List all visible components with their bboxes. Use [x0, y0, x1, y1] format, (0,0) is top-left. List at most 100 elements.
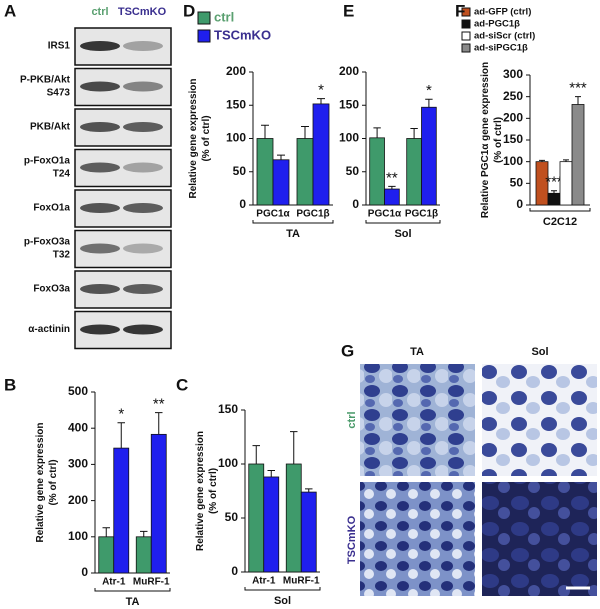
bar	[406, 138, 422, 206]
y-tick-label: 500	[68, 384, 88, 398]
blot-band	[80, 203, 120, 213]
group-label: Sol	[274, 595, 291, 607]
panel-letter: B	[4, 375, 16, 394]
error-bar	[551, 190, 557, 194]
bar	[150, 433, 167, 574]
group-bracket	[529, 208, 591, 212]
bar	[248, 463, 265, 573]
bar	[296, 138, 314, 206]
blot-band	[123, 41, 163, 51]
y-axis-label: Relative gene expression	[35, 422, 46, 542]
x-tick-label: PGC1α	[256, 209, 290, 220]
micrograph	[482, 482, 597, 596]
y-tick-label: 50	[510, 176, 524, 190]
y-tick-label: 100	[503, 154, 523, 168]
error-bar	[539, 159, 545, 162]
blot-band	[123, 203, 163, 213]
bar	[547, 192, 561, 206]
y-tick-label: 50	[233, 164, 247, 178]
x-tick-label: MuRF-1	[133, 577, 170, 588]
error-bar	[252, 445, 260, 464]
y-axis-label: (% of ctrl)	[208, 468, 219, 514]
significance-label: **	[386, 169, 398, 186]
blot-band	[123, 243, 163, 254]
x-tick-label: MuRF-1	[283, 576, 320, 587]
legend-swatch	[461, 19, 471, 29]
bar	[559, 161, 573, 206]
blot-band	[123, 324, 163, 335]
bar	[263, 476, 280, 573]
group-bracket	[252, 220, 334, 224]
blot-band	[80, 81, 120, 92]
blot-row-label: α-actinin	[28, 324, 70, 335]
y-tick-label: 150	[226, 97, 246, 111]
bar	[113, 447, 130, 574]
legend-swatch	[461, 7, 471, 17]
y-tick-label: 150	[503, 132, 523, 146]
panel-letter: E	[343, 1, 354, 20]
blot-band	[123, 81, 163, 92]
blot-row-label: p-FoxO1a	[24, 156, 71, 167]
y-axis-label: (% of ctrl)	[493, 117, 504, 163]
blot-row-label: PKB/Akt	[30, 122, 71, 133]
bar	[421, 106, 437, 206]
group-bracket	[365, 220, 441, 224]
panel-letter: G	[341, 341, 354, 360]
error-bar	[277, 154, 285, 160]
bar	[285, 463, 302, 573]
micrograph	[360, 364, 475, 476]
blot-column-label: ctrl	[91, 6, 108, 18]
group-label: TA	[126, 596, 140, 608]
y-axis-label: (% of ctrl)	[48, 459, 59, 505]
bar	[300, 491, 317, 573]
error-bar	[155, 412, 163, 435]
panel-letter: D	[183, 1, 195, 20]
legend-label: ad-GFP (ctrl)	[474, 7, 531, 18]
y-tick-label: 0	[231, 564, 238, 578]
y-tick-label: 100	[218, 456, 238, 470]
error-bar	[140, 530, 148, 537]
error-bar	[301, 126, 309, 139]
x-tick-label: Atr-1	[102, 577, 126, 588]
y-tick-label: 300	[68, 457, 88, 471]
y-tick-label: 400	[68, 420, 88, 434]
y-tick-label: 200	[226, 64, 246, 78]
significance-label: **	[153, 396, 165, 413]
blot-row-label: IRS1	[48, 41, 71, 52]
y-tick-label: 0	[81, 565, 88, 579]
blot-row-label: FoxO3a	[33, 284, 70, 295]
group-label: C2C12	[543, 216, 577, 228]
panel-letter: C	[176, 375, 188, 394]
error-bar	[117, 422, 125, 449]
bar	[384, 188, 400, 206]
micrograph-column-label: Sol	[531, 346, 548, 358]
y-tick-label: 200	[503, 111, 523, 125]
group-bracket	[94, 588, 171, 592]
error-bar	[305, 488, 313, 493]
bar	[369, 137, 385, 206]
blot-band	[80, 284, 120, 294]
x-tick-label: Atr-1	[252, 576, 276, 587]
micrographs: TA Sol ctrl TSCmKO	[346, 346, 597, 596]
legend-label: ad-siScr (ctrl)	[474, 31, 535, 42]
blot-row-label: S473	[47, 88, 71, 99]
blot-band	[80, 324, 120, 335]
bar	[571, 104, 585, 206]
y-tick-label: 200	[68, 493, 88, 507]
x-tick-label: PGC1α	[368, 209, 402, 220]
significance-label: *	[318, 82, 324, 99]
blot-row-label: FoxO1a	[33, 203, 70, 214]
y-tick-label: 100	[68, 529, 88, 543]
micrograph-row-label: ctrl	[346, 411, 358, 428]
legend-swatch	[197, 29, 211, 43]
x-tick-label: PGC1β	[296, 209, 329, 220]
blot-band	[123, 122, 163, 132]
y-tick-label: 50	[225, 510, 239, 524]
significance-label: *	[118, 406, 124, 423]
error-bar	[410, 128, 418, 139]
legend-swatch	[197, 11, 211, 25]
error-bar	[575, 96, 581, 105]
panel-letter: A	[4, 1, 16, 20]
legend-swatch	[461, 43, 471, 53]
significance-label: *	[426, 82, 432, 99]
